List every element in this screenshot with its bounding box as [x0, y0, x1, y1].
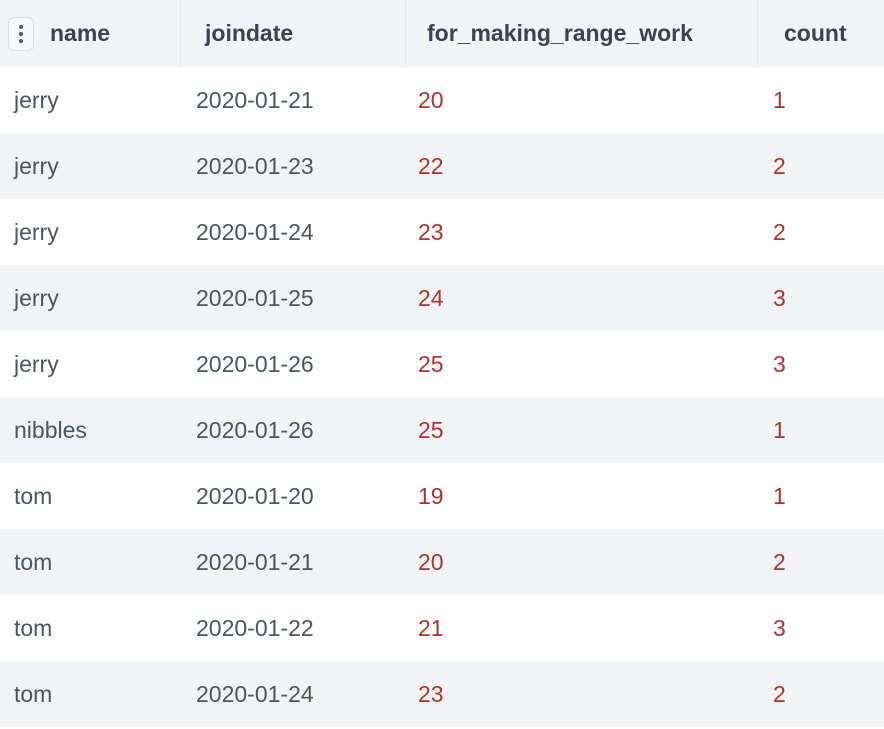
table-row[interactable]: tom 2020-01-22 21 3: [0, 595, 884, 661]
cell-joindate[interactable]: 2020-01-20: [196, 482, 314, 509]
cell-joindate[interactable]: 2020-01-21: [196, 86, 314, 113]
cell-for-making-range-work[interactable]: 25: [418, 350, 444, 377]
cell-name[interactable]: jerry: [14, 350, 59, 377]
cell-for-making-range-work[interactable]: 19: [418, 482, 444, 509]
cell-count[interactable]: 3: [773, 614, 786, 641]
table-row[interactable]: tom 2020-01-21 20 2: [0, 529, 884, 595]
cell-joindate[interactable]: 2020-01-26: [196, 350, 314, 377]
cell-name[interactable]: jerry: [14, 284, 59, 311]
cell-for-making-range-work[interactable]: 23: [418, 218, 444, 245]
table-row[interactable]: jerry 2020-01-24 23 2: [0, 199, 884, 265]
cell-count[interactable]: 1: [773, 416, 786, 443]
column-header-label: for_making_range_work: [427, 20, 693, 46]
cell-name[interactable]: tom: [14, 548, 53, 575]
cell-count[interactable]: 2: [773, 152, 786, 179]
table-row[interactable]: jerry 2020-01-26 25 3: [0, 331, 884, 397]
cell-for-making-range-work[interactable]: 22: [418, 152, 444, 179]
table-row[interactable]: tom 2020-01-24 23 2: [0, 661, 884, 727]
cell-for-making-range-work[interactable]: 24: [418, 284, 444, 311]
cell-joindate[interactable]: 2020-01-21: [196, 548, 314, 575]
cell-name[interactable]: tom: [14, 614, 53, 641]
cell-count[interactable]: 1: [773, 482, 786, 509]
cell-name[interactable]: nibbles: [14, 416, 87, 443]
column-header-label: name: [50, 20, 111, 46]
cell-joindate[interactable]: 2020-01-26: [196, 416, 314, 443]
cell-count[interactable]: 3: [773, 350, 786, 377]
cell-count[interactable]: 3: [773, 284, 786, 311]
cell-joindate[interactable]: 2020-01-23: [196, 152, 314, 179]
cell-name[interactable]: jerry: [14, 86, 59, 113]
table-body: jerry 2020-01-21 20 1 jerry 2020-01-23 22 2 jerr…: [0, 67, 884, 727]
cell-for-making-range-work[interactable]: 23: [418, 680, 444, 707]
table-row[interactable]: tom 2020-01-20 19 1: [0, 463, 884, 529]
cell-count[interactable]: 2: [773, 680, 786, 707]
table-row[interactable]: jerry 2020-01-21 20 1: [0, 67, 884, 133]
table-header: name joindate for_making_range_work coun…: [0, 0, 884, 67]
cell-joindate[interactable]: 2020-01-25: [196, 284, 314, 311]
column-header-count[interactable]: count: [758, 0, 884, 67]
column-header-label: joindate: [205, 20, 294, 46]
cell-for-making-range-work[interactable]: 20: [418, 86, 444, 113]
table-row[interactable]: nibbles 2020-01-26 25 1: [0, 397, 884, 463]
cell-joindate[interactable]: 2020-01-24: [196, 218, 314, 245]
column-header-for-making-range-work[interactable]: for_making_range_work: [406, 0, 758, 67]
cell-for-making-range-work[interactable]: 20: [418, 548, 444, 575]
cell-name[interactable]: jerry: [14, 218, 59, 245]
cell-joindate[interactable]: 2020-01-24: [196, 680, 314, 707]
cell-count[interactable]: 2: [773, 218, 786, 245]
cell-count[interactable]: 2: [773, 548, 786, 575]
vertical-dots-icon: [19, 24, 23, 43]
column-header-joindate[interactable]: joindate: [181, 0, 406, 67]
cell-for-making-range-work[interactable]: 21: [418, 614, 444, 641]
cell-name[interactable]: tom: [14, 482, 53, 509]
cell-count[interactable]: 1: [773, 86, 786, 113]
cell-for-making-range-work[interactable]: 25: [418, 416, 444, 443]
column-header-name[interactable]: name: [0, 0, 181, 67]
cell-name[interactable]: jerry: [14, 152, 59, 179]
cell-joindate[interactable]: 2020-01-22: [196, 614, 314, 641]
table-row[interactable]: jerry 2020-01-25 24 3: [0, 265, 884, 331]
cell-name[interactable]: tom: [14, 680, 53, 707]
column-header-label: count: [784, 20, 847, 46]
table-row[interactable]: jerry 2020-01-23 22 2: [0, 133, 884, 199]
column-menu-button[interactable]: [8, 16, 34, 51]
